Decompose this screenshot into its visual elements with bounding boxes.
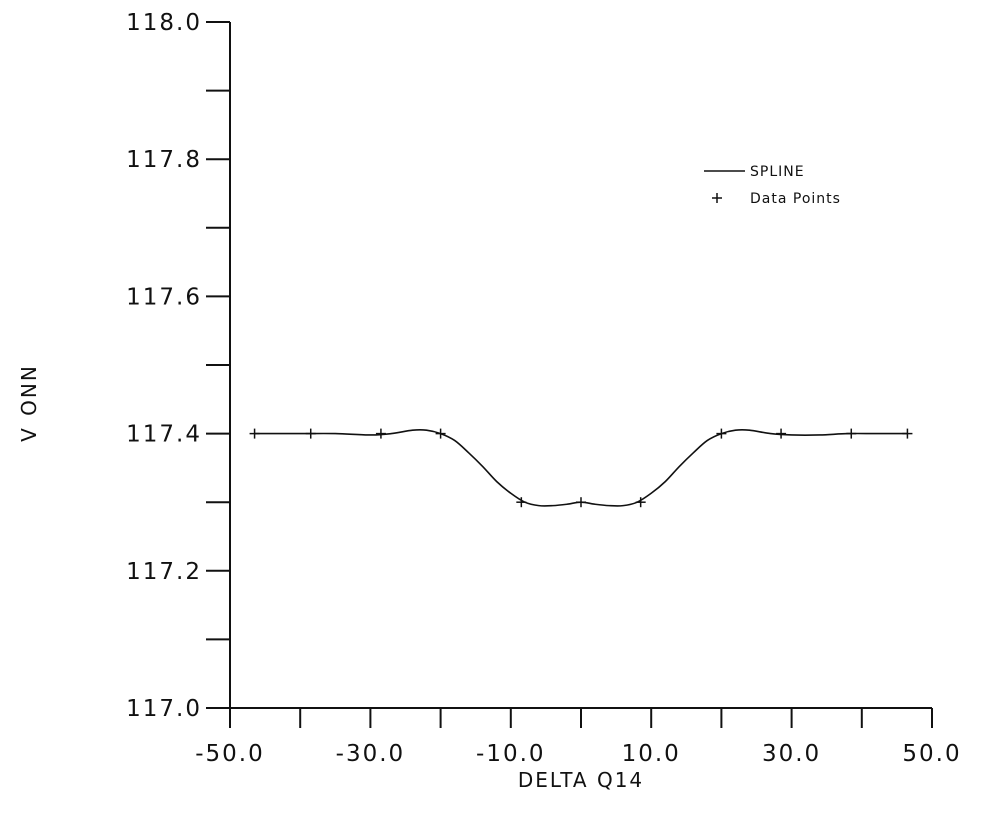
data-point-marker — [576, 497, 586, 508]
y-axis-title-text: V — [17, 426, 41, 442]
data-point-marker — [375, 428, 386, 439]
x-tick-label: 50.0 — [902, 741, 961, 767]
y-tick-label: 117.2 — [126, 559, 202, 585]
data-point-marker — [635, 497, 646, 508]
y-axis-title: ONN V — [17, 364, 41, 442]
data-point-marker — [305, 428, 316, 439]
y-tick-label: 118.0 — [126, 10, 202, 36]
y-tick-label: 117.4 — [126, 422, 202, 448]
spline-series-line — [254, 428, 908, 507]
legend: SPLINE Data Points — [704, 164, 841, 207]
data-point-marker — [846, 428, 857, 439]
x-tick-label: 10.0 — [622, 741, 681, 767]
y-axis-title-text: ONN — [17, 364, 41, 416]
data-point-marker — [516, 497, 527, 508]
x-tick-label: -10.0 — [476, 741, 546, 767]
axes — [229, 22, 932, 709]
x-axis-title: DELTA Q14 — [518, 768, 644, 792]
y-tick-label: 117.0 — [126, 696, 202, 722]
y-tick-label: 117.8 — [126, 147, 202, 173]
data-point-marker — [776, 428, 787, 439]
x-tick-label: -30.0 — [336, 741, 406, 767]
data-point-marker — [249, 428, 260, 439]
x-tick-label: -50.0 — [195, 741, 265, 767]
x-tick-label: 30.0 — [762, 741, 821, 767]
legend-marker-swatch — [712, 193, 722, 203]
y-tick-label: 117.6 — [126, 284, 202, 310]
y-axis-title-part: V — [17, 426, 41, 442]
y-ticks: 117.0 117.2 117.4 117.6 117.8 118.0 — [126, 10, 230, 722]
data-point-marker — [902, 428, 913, 439]
y-axis-title-part: ONN — [17, 364, 41, 416]
plot-area — [249, 428, 913, 508]
data-point-marker — [435, 428, 446, 439]
legend-label-data-points: Data Points — [750, 191, 841, 207]
x-ticks: -50.0 -30.0 -10.0 10.0 30.0 50.0 — [195, 708, 961, 767]
data-point-marker — [716, 428, 727, 439]
legend-label-spline: SPLINE — [750, 164, 805, 180]
